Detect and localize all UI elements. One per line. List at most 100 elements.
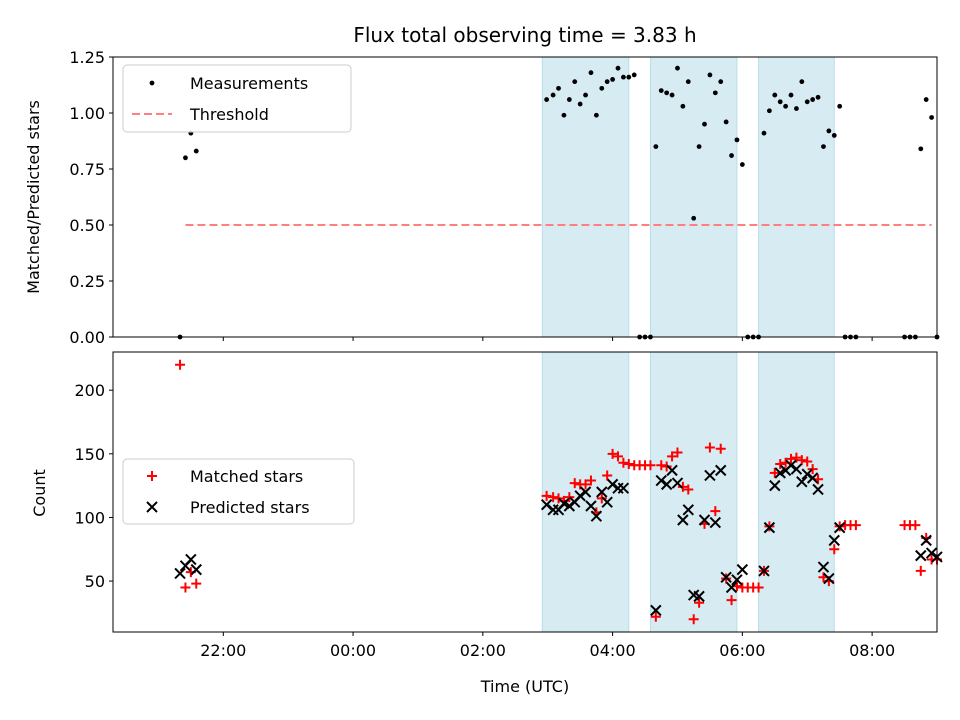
predicted-star-marker xyxy=(574,490,586,502)
matched-star-marker xyxy=(802,456,813,467)
predicted-star-marker xyxy=(650,604,662,617)
predicted-star-marker xyxy=(693,590,705,603)
matched-star-marker xyxy=(569,478,580,489)
top-y-tick-label: 0.00 xyxy=(69,328,105,347)
measurement-point xyxy=(696,144,702,150)
measurement-point xyxy=(626,74,632,80)
predicted-star-marker xyxy=(590,510,603,522)
measurement-point xyxy=(804,99,810,105)
matched-star-marker xyxy=(623,459,634,469)
chart-title: Flux total observing time = 3.83 h xyxy=(353,23,696,47)
measurement-point xyxy=(550,92,556,98)
predicted-star-marker xyxy=(823,572,835,585)
matched-star-marker xyxy=(596,493,607,504)
legend-label: Measurements xyxy=(190,74,308,93)
measurement-point xyxy=(685,79,691,85)
predicted-star-marker xyxy=(758,565,770,577)
measurement-point xyxy=(631,72,637,78)
measurement-point xyxy=(621,74,626,80)
matched-star-marker xyxy=(175,359,186,370)
top-y-tick-label: 1.25 xyxy=(69,48,105,67)
predicted-star-marker xyxy=(704,469,716,482)
x-tick-label: 06:00 xyxy=(719,641,765,660)
predicted-star-marker xyxy=(563,500,576,512)
predicted-star-marker xyxy=(806,472,819,484)
x-axis-label: Time (UTC) xyxy=(480,677,569,696)
predicted-star-marker xyxy=(666,464,678,477)
legend-measurement-marker xyxy=(149,80,155,86)
predicted-star-marker xyxy=(731,574,743,586)
x-tick-label: 02:00 xyxy=(460,641,506,660)
top-observing-band xyxy=(758,56,835,338)
matched-star-marker xyxy=(612,451,623,462)
measurement-point xyxy=(583,92,588,98)
top-axes-frame xyxy=(112,56,938,338)
predicted-star-marker xyxy=(660,478,673,491)
legend-matched-marker xyxy=(147,471,157,481)
predicted-star-marker xyxy=(698,514,711,526)
measurement-point xyxy=(739,162,745,167)
predicted-star-marker xyxy=(769,479,781,492)
measurement-point xyxy=(810,97,816,102)
legend-predicted-marker xyxy=(146,501,158,513)
predicted-star-marker xyxy=(763,521,776,534)
measurement-point xyxy=(777,99,783,105)
matched-star-marker xyxy=(786,453,797,464)
matched-star-marker xyxy=(910,520,921,531)
legend-label: Predicted stars xyxy=(190,498,310,517)
bottom-panel: 50 100 150 200 22:00 00:00 02:00 04:00 06:00 08:0… xyxy=(74,351,943,660)
bottom-y-tick-label: 100 xyxy=(74,508,105,527)
measurement-point xyxy=(604,79,610,85)
legend-label: Threshold xyxy=(189,105,269,124)
top-y-tick-label: 0.50 xyxy=(69,216,105,235)
matched-star-marker xyxy=(704,442,715,453)
predicted-star-marker xyxy=(920,534,932,547)
matched-star-marker xyxy=(769,467,780,478)
measurement-point xyxy=(772,92,778,98)
x-tick-label: 22:00 xyxy=(200,641,246,660)
measurement-point xyxy=(664,90,670,96)
matched-star-marker xyxy=(564,492,575,503)
measurement-point xyxy=(544,97,550,102)
top-y-axis-label: Matched/Predicted stars xyxy=(24,100,43,294)
top-y-tick-label: 0.75 xyxy=(69,160,105,179)
predicted-star-marker xyxy=(682,504,694,516)
predicted-star-marker xyxy=(715,464,727,477)
predicted-star-marker xyxy=(174,567,186,580)
matched-star-marker xyxy=(580,479,591,490)
matched-star-marker xyxy=(541,490,552,501)
matched-star-marker xyxy=(585,475,596,486)
matched-star-marker xyxy=(672,447,683,458)
predicted-star-marker xyxy=(655,474,667,487)
predicted-star-marker xyxy=(925,547,938,559)
measurement-point xyxy=(712,90,718,96)
predicted-star-marker xyxy=(585,500,597,512)
matched-star-marker xyxy=(710,506,721,517)
predicted-star-marker xyxy=(833,521,846,534)
top-y-tick-label: 1.00 xyxy=(69,104,105,123)
predicted-star-marker xyxy=(801,468,813,480)
x-tick-label: 08:00 xyxy=(849,641,895,660)
measurement-point xyxy=(680,103,686,109)
bottom-observing-band xyxy=(649,351,738,633)
bottom-y-axis-label: Count xyxy=(30,469,49,517)
bottom-observing-band xyxy=(758,351,835,633)
legend-label: Matched stars xyxy=(190,467,303,486)
matched-star-marker xyxy=(656,460,667,471)
measurement-point xyxy=(561,112,567,118)
measurement-point xyxy=(815,94,821,100)
measurement-point xyxy=(723,119,729,125)
matched-star-marker xyxy=(191,578,202,589)
matched-star-marker xyxy=(645,460,656,471)
top-legend-box xyxy=(122,64,352,133)
measurement-point xyxy=(588,70,594,76)
bottom-y-tick-label: 150 xyxy=(74,445,105,464)
predicted-star-marker xyxy=(606,478,619,491)
measurement-point xyxy=(669,92,675,98)
measurement-point xyxy=(675,65,680,71)
measurement-point xyxy=(794,106,799,111)
matched-star-marker xyxy=(850,520,861,531)
bottom-y-tick-label: 200 xyxy=(74,381,105,400)
measurement-point xyxy=(577,101,583,107)
predicted-star-marker xyxy=(812,483,824,496)
